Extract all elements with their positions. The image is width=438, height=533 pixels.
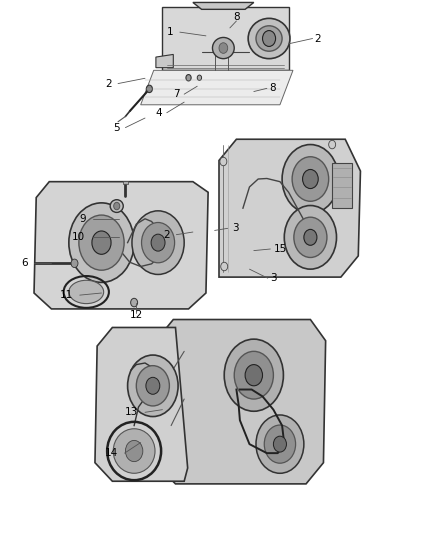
Ellipse shape — [212, 37, 234, 59]
Ellipse shape — [132, 211, 184, 274]
Text: 3: 3 — [232, 223, 239, 233]
Ellipse shape — [248, 18, 290, 59]
Ellipse shape — [256, 26, 282, 51]
Ellipse shape — [284, 206, 336, 269]
Ellipse shape — [292, 157, 328, 201]
Text: 6: 6 — [21, 259, 28, 268]
Ellipse shape — [136, 366, 170, 406]
Circle shape — [304, 229, 317, 245]
Text: 15: 15 — [273, 244, 286, 254]
Circle shape — [219, 43, 228, 53]
Circle shape — [146, 85, 152, 93]
Circle shape — [146, 377, 160, 394]
Text: 3: 3 — [270, 273, 277, 283]
Text: 2: 2 — [164, 230, 170, 240]
Text: 9: 9 — [80, 214, 86, 224]
Circle shape — [71, 259, 78, 268]
Text: 5: 5 — [113, 123, 120, 133]
Ellipse shape — [224, 339, 283, 411]
Ellipse shape — [234, 351, 273, 399]
Circle shape — [193, 227, 201, 237]
Text: 1: 1 — [167, 27, 173, 37]
Bar — [332, 163, 352, 208]
Text: 2: 2 — [315, 34, 321, 44]
Ellipse shape — [69, 203, 134, 282]
Circle shape — [114, 203, 120, 210]
Polygon shape — [219, 139, 360, 277]
Circle shape — [125, 440, 143, 462]
Ellipse shape — [294, 217, 327, 257]
Circle shape — [197, 75, 201, 80]
Ellipse shape — [127, 355, 178, 417]
Polygon shape — [156, 54, 173, 68]
Text: 7: 7 — [173, 89, 180, 99]
Text: 4: 4 — [156, 108, 162, 118]
Circle shape — [303, 169, 318, 189]
Polygon shape — [34, 182, 208, 309]
Ellipse shape — [113, 429, 155, 473]
Text: 13: 13 — [125, 407, 138, 417]
Circle shape — [92, 231, 111, 254]
Bar — [123, 181, 128, 184]
Circle shape — [221, 262, 228, 271]
Polygon shape — [135, 183, 208, 245]
Ellipse shape — [282, 144, 339, 214]
Circle shape — [262, 30, 276, 46]
Text: 11: 11 — [60, 290, 73, 300]
Text: 10: 10 — [72, 232, 85, 242]
Text: 8: 8 — [233, 12, 240, 22]
Circle shape — [167, 211, 176, 221]
Polygon shape — [162, 7, 289, 70]
Circle shape — [273, 436, 286, 452]
Polygon shape — [157, 319, 325, 484]
Text: 8: 8 — [269, 83, 276, 93]
Circle shape — [245, 365, 262, 386]
Circle shape — [151, 234, 165, 251]
Circle shape — [328, 140, 336, 149]
Polygon shape — [95, 327, 187, 481]
Ellipse shape — [69, 280, 104, 304]
Circle shape — [220, 157, 227, 166]
Ellipse shape — [264, 425, 296, 463]
Ellipse shape — [256, 415, 304, 473]
Text: 2: 2 — [106, 78, 113, 88]
Text: 14: 14 — [105, 448, 118, 458]
Text: 12: 12 — [130, 310, 143, 320]
Circle shape — [186, 75, 191, 81]
Ellipse shape — [141, 222, 175, 263]
Ellipse shape — [79, 215, 124, 270]
Circle shape — [138, 219, 147, 229]
Circle shape — [131, 298, 138, 307]
Ellipse shape — [110, 200, 123, 213]
Polygon shape — [141, 70, 293, 105]
Polygon shape — [193, 3, 254, 10]
